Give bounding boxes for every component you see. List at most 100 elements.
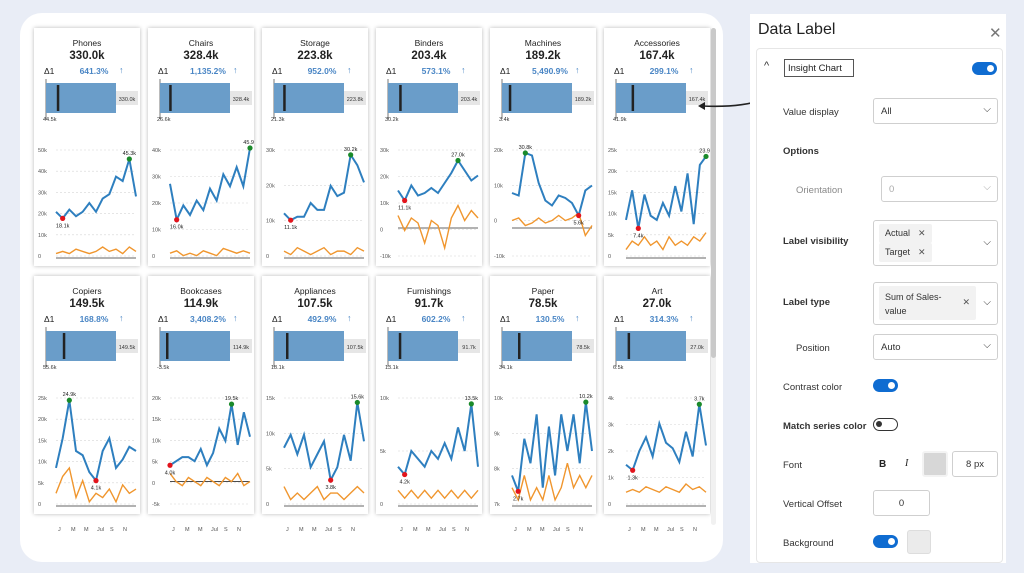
y-tick-label: 10k [494, 396, 503, 402]
low-label: 2.7k [513, 496, 524, 502]
bar-end-label-bg [344, 339, 366, 353]
remove-icon[interactable]: ✕ [918, 247, 926, 257]
remove-icon[interactable]: ✕ [962, 297, 970, 307]
bar-min-label: 13.1k [385, 365, 399, 371]
card-value: 78.5k [528, 298, 558, 310]
card-category: Storage [300, 38, 330, 48]
low-label: 18.1k [56, 223, 70, 229]
bar-end-label-bg [344, 91, 366, 105]
high-label: 45.3k [123, 151, 137, 157]
card-paper[interactable]: Paper 78.5k Δ1 130.5% ↑ 78.5k 34.1k 10k 9k 8k 7k 10… [490, 276, 596, 514]
card-machines[interactable]: Machines 189.2k Δ1 5,490.9% ↑ 189.2k 3.4k 20k 10… [490, 28, 596, 266]
background-color-picker[interactable] [907, 530, 931, 554]
y-tick-label: 20k [608, 169, 617, 175]
card-chairs[interactable]: Chairs 328.4k Δ1 1,135.2% ↑ 328.4k 26.6k 40k 30k… [148, 28, 254, 266]
font-size-input[interactable]: 8 px [952, 451, 998, 477]
x-tick-label: N [351, 527, 355, 533]
scrollbar-thumb[interactable] [711, 28, 716, 358]
position-dropdown[interactable]: Auto ⌵ [873, 334, 998, 360]
vertical-scrollbar[interactable] [711, 28, 716, 525]
card-delta-percent: 299.1% [649, 66, 679, 76]
chip-target[interactable]: Target ✕ [879, 243, 932, 262]
card-phones[interactable]: Phones 330.0k Δ1 641.3% ↑ 330.0k 44.5k 50k 40k 30… [34, 28, 140, 266]
orientation-label: Orientation [796, 185, 843, 196]
x-tick-label: M [312, 527, 317, 533]
remove-icon[interactable]: ✕ [918, 228, 926, 238]
card-copiers[interactable]: Copiers 149.5k Δ1 168.8% ↑ 149.5k 55.6k 25k 20k 1… [34, 276, 140, 514]
chip-target-label: Target [885, 247, 911, 257]
card-art[interactable]: Art 27.0k Δ1 314.3% ↑ 27.0k 6.5k 4k 3k 2k 1k 0 3.7k 1… [604, 276, 710, 514]
bar-actual [616, 83, 686, 113]
chip-actual[interactable]: Actual ✕ [879, 224, 932, 243]
low-point-marker [515, 488, 521, 494]
x-tick-label: N [237, 527, 241, 533]
low-point-marker [93, 478, 99, 484]
x-tick-label: J [286, 527, 289, 533]
high-point-marker [126, 156, 132, 162]
background-toggle[interactable] [873, 535, 898, 548]
y-tick-label: 0 [38, 502, 41, 508]
card-delta-percent: 314.3% [649, 314, 679, 324]
card-bookcases[interactable]: Bookcases 114.9k Δ1 3,408.2% ↑ 114.9k -3.5k 20k… [148, 276, 254, 514]
bar-target-marker [166, 333, 169, 359]
y-tick-label: 3k [608, 423, 614, 429]
high-point-marker [468, 401, 474, 407]
x-tick-label: J [400, 527, 403, 533]
card-value: 330.0k [69, 50, 105, 62]
y-tick-label: 40k [152, 148, 161, 154]
bar-actual [160, 331, 230, 361]
y-tick-label: 10k [266, 431, 275, 437]
series-target [397, 489, 479, 500]
card-appliances[interactable]: Appliances 107.5k Δ1 492.9% ↑ 107.5k 18.1k 15k 1… [262, 276, 368, 514]
x-tick-label: Jul [553, 527, 561, 533]
orientation-dropdown[interactable]: 0 ⌵ [881, 176, 998, 202]
chevron-up-icon[interactable]: ^ [764, 60, 770, 72]
report-canvas: Phones 330.0k Δ1 641.3% ↑ 330.0k 44.5k 50k 40k 30… [20, 13, 723, 562]
high-label: 19.5k [225, 396, 239, 402]
y-tick-label: 20k [266, 183, 275, 189]
y-tick-label: 10k [38, 233, 47, 239]
series-actual [169, 403, 251, 468]
position-label: Position [796, 343, 830, 354]
card-delta-label: Δ1 [44, 314, 55, 324]
contrast-color-toggle[interactable] [873, 379, 898, 392]
high-label: 45.9k [243, 140, 254, 146]
card-furnishings[interactable]: Furnishings 91.7k Δ1 602.2% ↑ 91.7k 13.1k 10k 5k… [376, 276, 482, 514]
chip-label-type[interactable]: Sum of Sales-value ✕ [879, 286, 976, 320]
y-tick-label: 8k [494, 467, 500, 473]
bar-end-label: 78.5k [576, 345, 590, 351]
italic-button[interactable]: I [905, 458, 909, 469]
match-series-toggle[interactable] [873, 418, 898, 431]
card-binders[interactable]: Binders 203.4k Δ1 573.1% ↑ 203.4k 30.2k 30k 20k 1… [376, 28, 482, 266]
bold-button[interactable]: B [879, 459, 887, 470]
y-tick-label: 25k [608, 148, 617, 154]
y-tick-label: 5k [152, 460, 158, 466]
bar-actual [46, 83, 116, 113]
font-color-picker[interactable] [922, 451, 948, 477]
x-tick-label: M [540, 527, 545, 533]
low-label: 16.0k [170, 225, 184, 231]
up-arrow-icon: ↑ [347, 313, 352, 323]
card-value: 91.7k [414, 298, 444, 310]
bar-target-marker [398, 333, 402, 359]
up-arrow-icon: ↑ [689, 313, 694, 323]
x-tick-label: Jul [325, 527, 333, 533]
up-arrow-icon: ↑ [575, 65, 580, 75]
close-icon[interactable]: ✕ [989, 25, 1002, 42]
value-display-dropdown[interactable]: All ⌵ [873, 98, 998, 124]
bar-end-label-bg [458, 91, 480, 105]
series-target [55, 466, 137, 504]
card-storage[interactable]: Storage 223.8k Δ1 952.0% ↑ 223.8k 21.3k 30k 20k 1… [262, 28, 368, 266]
high-point-marker [228, 401, 235, 407]
bar-end-label-bg [572, 91, 594, 105]
card-chart: 328.4k 26.6k 40k 30k 20k 10k 0 45.9k 16.0k [152, 79, 254, 260]
section-toggle[interactable] [972, 62, 997, 75]
high-label: 30.2k [344, 147, 358, 153]
bar-end-label: 328.4k [233, 97, 250, 103]
y-tick-label: 20k [38, 212, 47, 218]
card-accessories[interactable]: Accessories 167.4k Δ1 299.1% ↑ 167.4k 41.9k 25k… [604, 28, 710, 266]
vertical-offset-label: Vertical Offset [783, 499, 842, 510]
vertical-offset-input[interactable]: 0 [873, 490, 930, 516]
y-tick-label: 0 [38, 254, 41, 260]
label-type-value: Sum of Sales-value [885, 292, 942, 316]
